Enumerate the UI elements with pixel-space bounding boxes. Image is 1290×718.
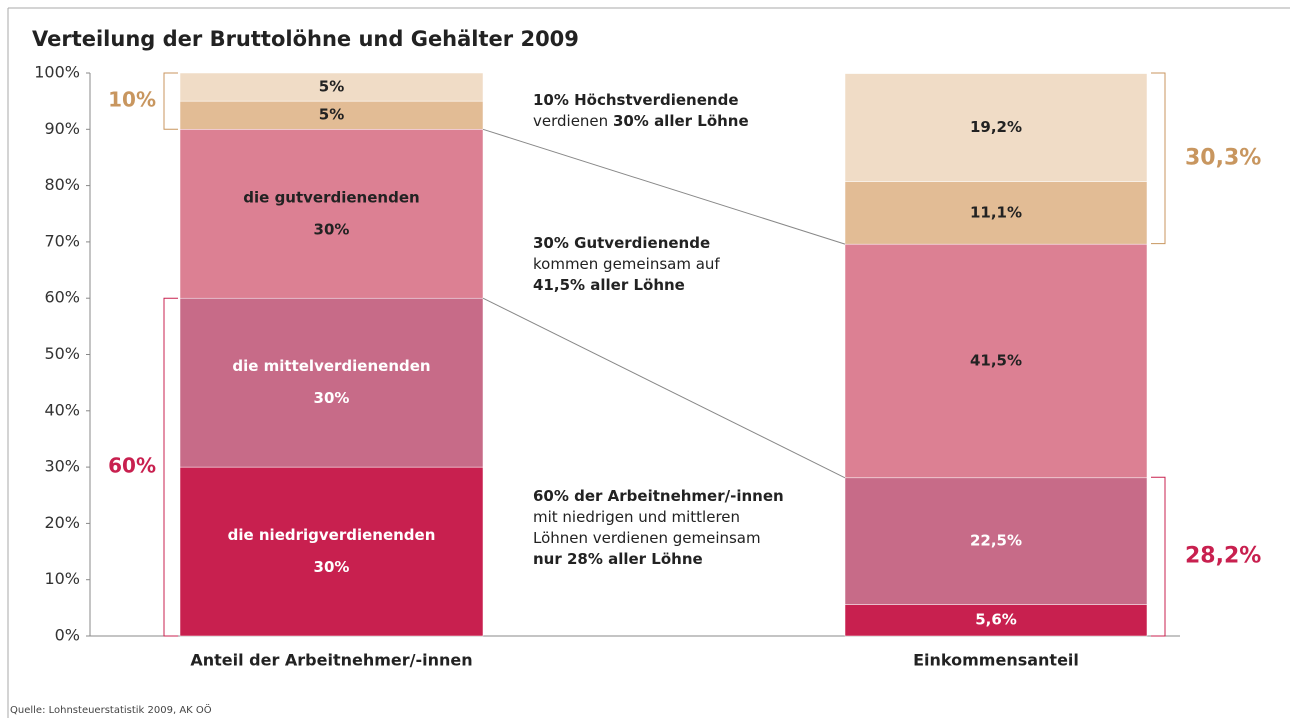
bar-segment xyxy=(179,297,484,468)
note-line: 60% der Arbeitnehmer/-innen xyxy=(533,487,784,505)
y-tick-label: 90% xyxy=(44,119,80,138)
bar-segment xyxy=(844,477,1148,605)
note-text: 60% der Arbeitnehmer/-innen xyxy=(533,487,784,505)
bracket xyxy=(1151,476,1166,637)
note-text: nur 28% aller Löhne xyxy=(533,550,703,568)
bar-segment xyxy=(179,466,484,637)
value-label: 30% xyxy=(314,389,350,407)
segment-name: die niedrigverdienenden xyxy=(228,526,436,544)
bar-segment xyxy=(844,243,1148,479)
segment-name: die mittelverdienenden xyxy=(232,357,430,375)
value-label: 22,5% xyxy=(970,532,1022,550)
note-text: 41,5% aller Löhne xyxy=(533,276,685,294)
y-tick-label: 10% xyxy=(44,569,80,588)
note-text: 10% Höchstverdienende xyxy=(533,91,739,109)
bracket-label: 30,3% xyxy=(1185,145,1261,170)
connector xyxy=(482,297,846,479)
value-label: 19,2% xyxy=(970,118,1022,136)
note-text: 30% aller Löhne xyxy=(613,112,749,130)
value-label: 41,5% xyxy=(970,351,1022,369)
bar-segment xyxy=(844,604,1148,637)
y-tick-label: 70% xyxy=(44,231,80,250)
connector xyxy=(482,128,846,245)
note-line: Löhnen verdienen gemeinsam xyxy=(533,529,761,547)
bar-segment xyxy=(179,72,484,102)
bar-segment xyxy=(179,100,484,130)
y-tick-label: 20% xyxy=(44,513,80,532)
bracket xyxy=(163,72,178,130)
note-line: nur 28% aller Löhne xyxy=(533,550,703,568)
value-label: 30% xyxy=(314,220,350,238)
y-tick-label: 60% xyxy=(44,288,80,307)
value-label: 30% xyxy=(314,558,350,576)
note-text: verdienen xyxy=(533,112,613,130)
value-label: 5% xyxy=(319,106,344,124)
bar-segment xyxy=(844,73,1148,182)
y-tick-label: 100% xyxy=(34,63,80,82)
bracket xyxy=(163,297,178,637)
x-tick-label: Einkommensanteil xyxy=(913,651,1079,670)
y-tick-label: 40% xyxy=(44,400,80,419)
y-tick-label: 0% xyxy=(55,626,80,645)
value-label: 5,6% xyxy=(975,611,1017,629)
y-tick-label: 50% xyxy=(44,344,80,363)
x-tick-label: Anteil der Arbeitnehmer/-innen xyxy=(190,651,472,670)
y-tick-label: 80% xyxy=(44,175,80,194)
note-line: mit niedrigen und mittleren xyxy=(533,508,740,526)
note-line: 30% Gutverdienende xyxy=(533,234,710,252)
bar-segment xyxy=(179,129,484,299)
segment-name: die gutverdienenden xyxy=(243,188,419,206)
value-label: 11,1% xyxy=(970,203,1022,221)
bracket-label: 28,2% xyxy=(1185,544,1261,569)
note-line: verdienen 30% aller Löhne xyxy=(533,112,749,130)
note-text: kommen gemeinsam auf xyxy=(533,255,720,273)
note-text: mit niedrigen und mittleren xyxy=(533,508,740,526)
note-text: 30% Gutverdienende xyxy=(533,234,710,252)
bracket-label: 60% xyxy=(108,454,156,478)
y-tick-label: 30% xyxy=(44,457,80,476)
value-label: 5% xyxy=(319,78,344,96)
note-line: 41,5% aller Löhne xyxy=(533,276,685,294)
source: Quelle: Lohnsteuerstatistik 2009, AK OÖ xyxy=(10,703,212,716)
note-line: 10% Höchstverdienende xyxy=(533,91,739,109)
bar-segment xyxy=(844,181,1148,245)
chart-title: Verteilung der Bruttolöhne und Gehälter … xyxy=(32,27,579,51)
note-line: kommen gemeinsam auf xyxy=(533,255,720,273)
note-text: Löhnen verdienen gemeinsam xyxy=(533,529,761,547)
bracket xyxy=(1151,72,1166,245)
bracket-label: 10% xyxy=(108,88,156,112)
